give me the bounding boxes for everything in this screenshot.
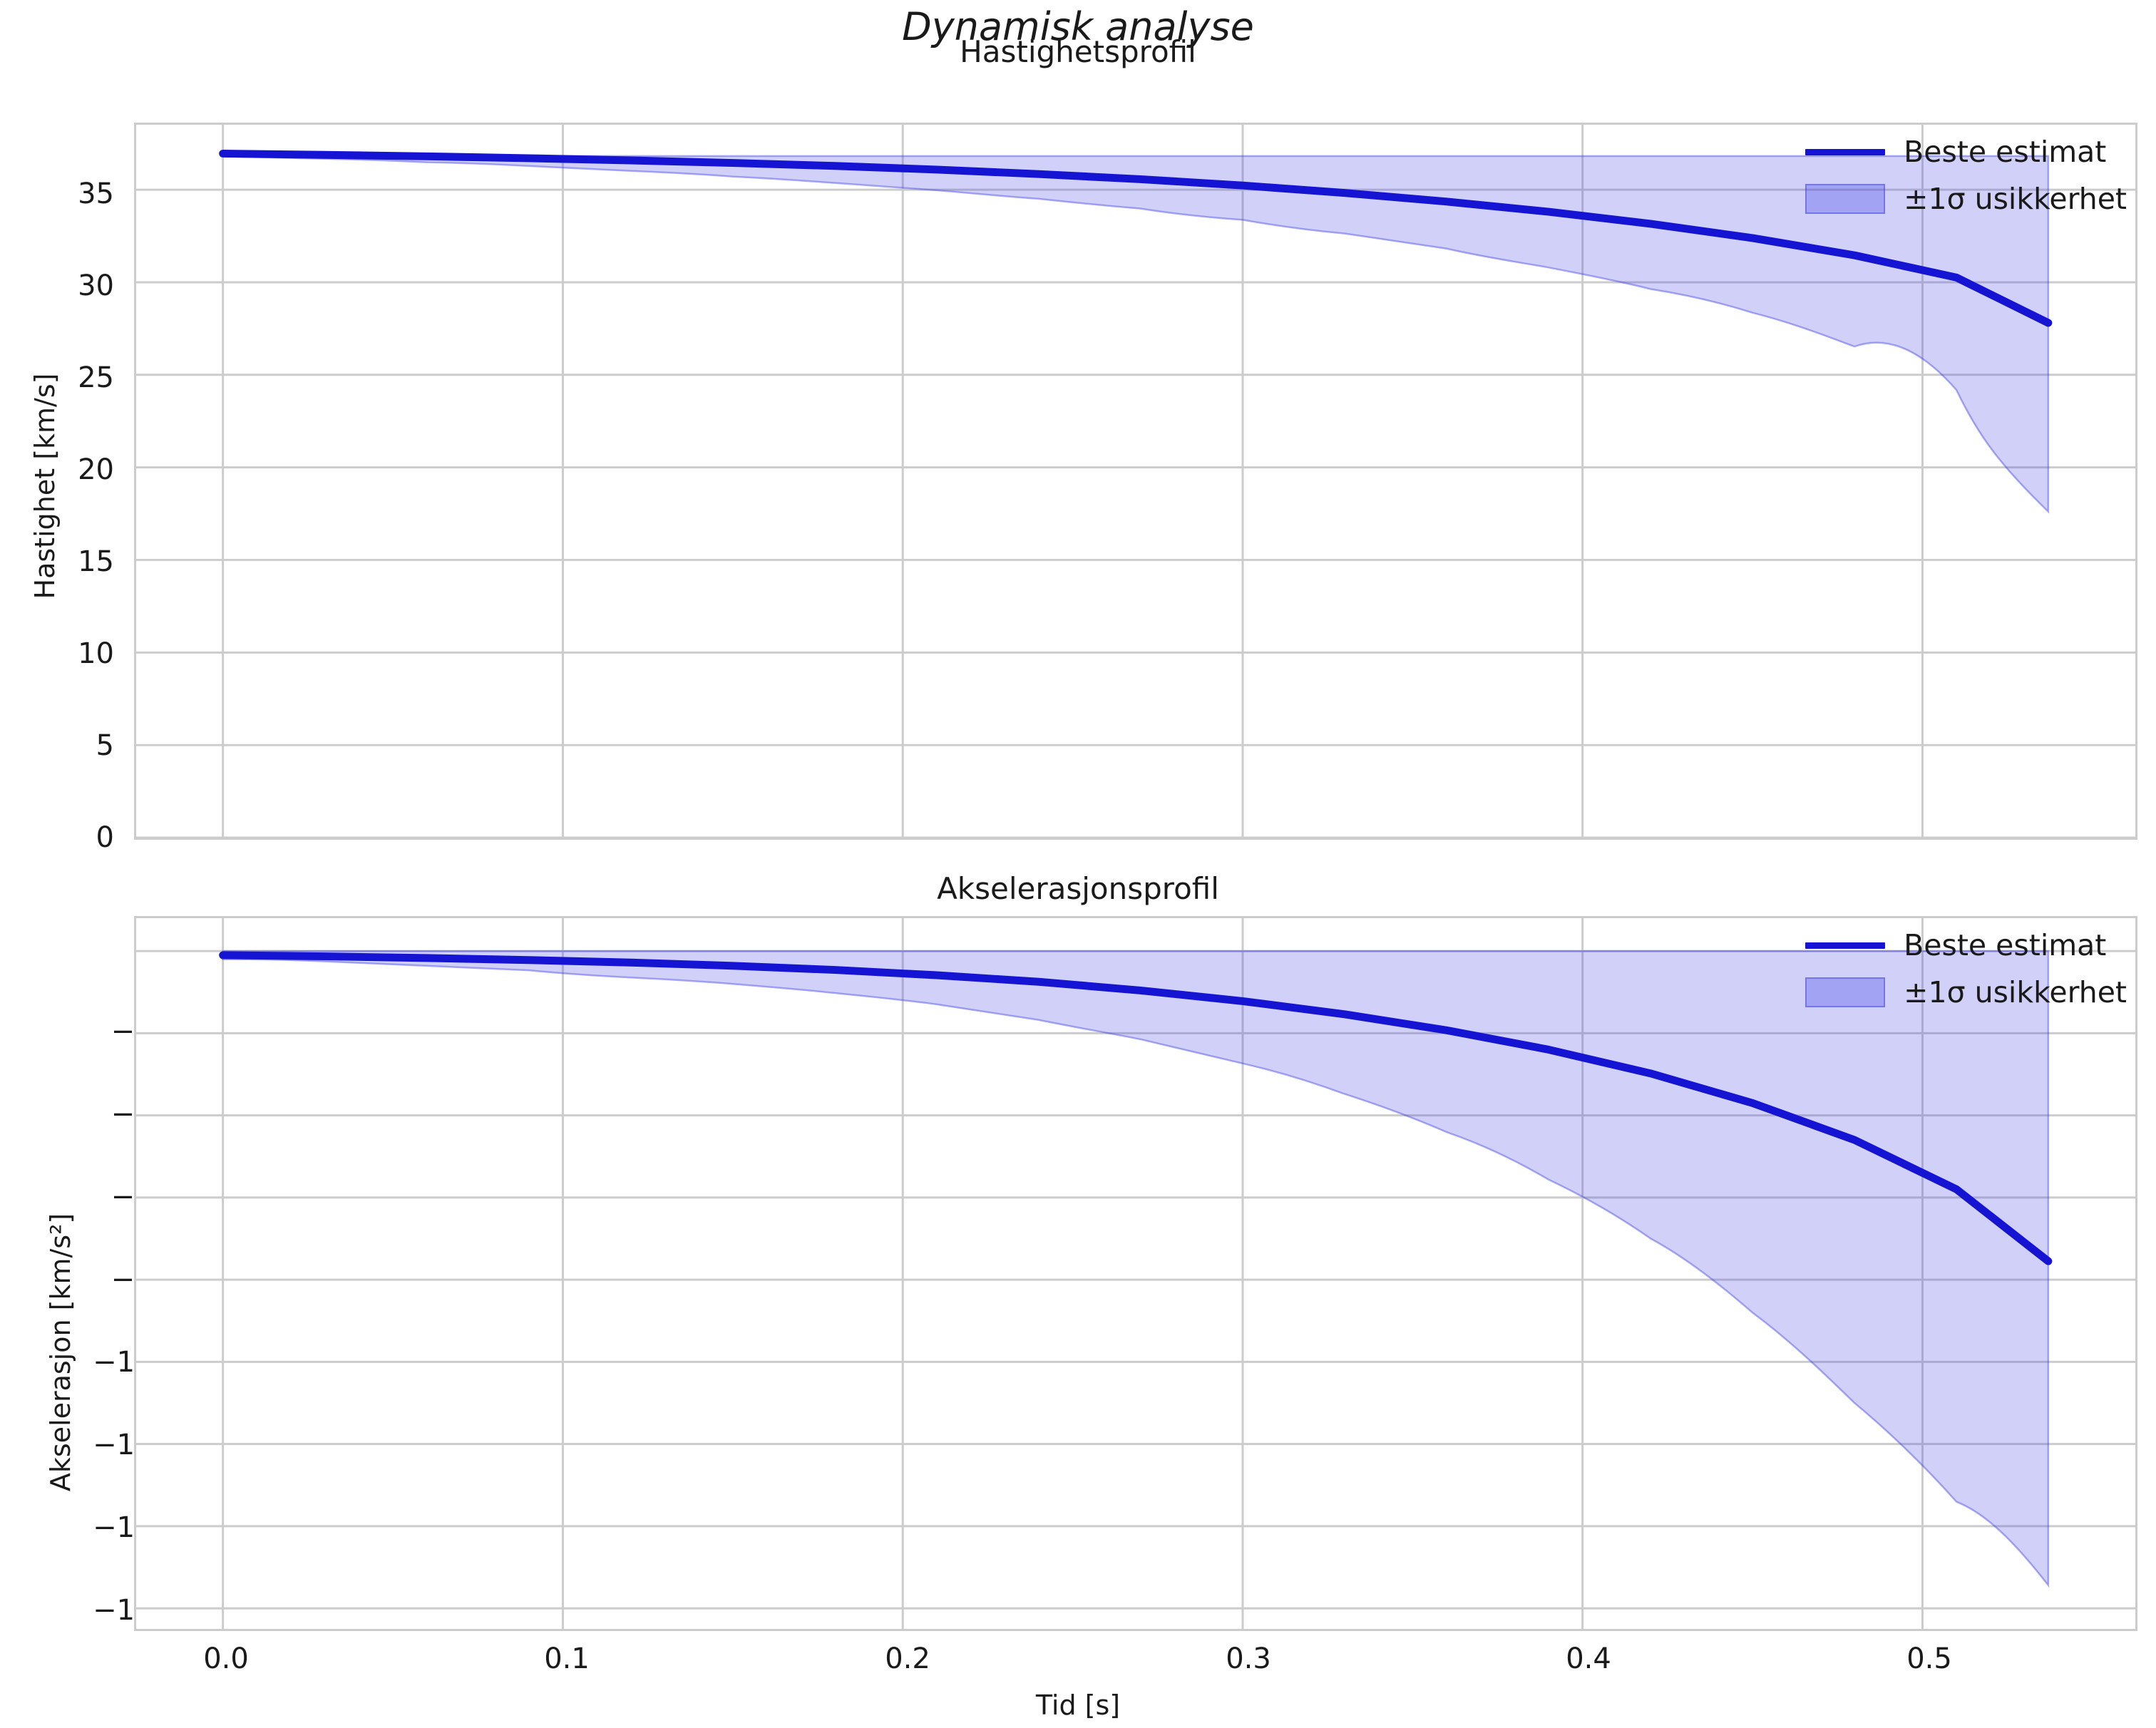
legend-item-usikkerhet[interactable]: ±1σ usikkerhet — [1805, 975, 2127, 1009]
legend-label: Beste estimat — [1904, 135, 2107, 169]
panel-akselerasjon: Akselerasjonsprofil Akselerasjon [km/s²]… — [0, 871, 2156, 1728]
legend-hastighet: Beste estimat ±1σ usikkerhet — [1805, 135, 2127, 216]
xtick-tid: 0.0 — [203, 1642, 249, 1675]
ytick-hastighet: 15 — [78, 545, 114, 578]
plot-area-hastighet[interactable]: Beste estimat ±1σ usikkerhet — [134, 123, 2137, 840]
figure-suptitle: Dynamisk analyse — [902, 4, 1254, 49]
ytick-hastighet: 30 — [78, 269, 114, 302]
legend-label: Beste estimat — [1904, 928, 2107, 962]
legend-line-swatch — [1805, 942, 1886, 949]
gridlines-horizontal — [136, 950, 2135, 1610]
xtick-tid: 0.2 — [885, 1642, 930, 1675]
gridlines-horizontal — [136, 188, 2135, 838]
gridlines-vertical — [222, 918, 1924, 1629]
uncertainty-band-hastighet — [222, 155, 2050, 514]
xtick-tid: 0.5 — [1906, 1642, 1952, 1675]
ytick-hastighet: 10 — [78, 637, 114, 670]
legend-label: ±1σ usikkerhet — [1904, 182, 2127, 216]
hastighet-plot-svg — [136, 125, 2135, 838]
ytick-hastighet: 25 — [78, 361, 114, 394]
panel-hastighet-title: Hastighetsprofil — [960, 34, 1196, 69]
legend-item-usikkerhet[interactable]: ±1σ usikkerhet — [1805, 182, 2127, 216]
legend-item-beste-estimat[interactable]: Beste estimat — [1805, 135, 2127, 169]
legend-label: ±1σ usikkerhet — [1904, 975, 2127, 1009]
xtick-tid: 0.1 — [544, 1642, 590, 1675]
legend-line-swatch — [1805, 148, 1886, 155]
xtick-tid: 0.3 — [1226, 1642, 1271, 1675]
best-estimate-line-hastighet — [219, 149, 2053, 327]
panel-hastighet: Hastighetsprofil Hastighet [km/s] 0 5 10… — [29, 34, 2137, 854]
plot-area-akselerasjon[interactable]: Beste estimat ±1σ usikkerhet — [134, 916, 2137, 1631]
legend-akselerasjon: Beste estimat ±1σ usikkerhet — [1805, 928, 2127, 1009]
ytick-hastighet: 35 — [78, 178, 114, 210]
ytick-hastighet: 0 — [96, 821, 114, 854]
uncertainty-band-akselerasjon — [222, 950, 2050, 1588]
legend-patch-swatch — [1805, 977, 1886, 1007]
legend-patch-swatch — [1805, 184, 1886, 214]
ytick-hastighet: 5 — [96, 729, 114, 762]
panel-akselerasjon-xlabel: Tid [s] — [1035, 1690, 1121, 1721]
xtick-tid: 0.4 — [1566, 1642, 1611, 1675]
ytick-hastighet: 20 — [78, 453, 114, 486]
best-estimate-line-akselerasjon — [219, 951, 2053, 1265]
legend-item-beste-estimat[interactable]: Beste estimat — [1805, 928, 2127, 962]
gridlines-vertical — [222, 125, 1924, 838]
panel-akselerasjon-title: Akselerasjonsprofil — [937, 871, 1219, 906]
akselerasjon-plot-svg — [136, 918, 2135, 1629]
